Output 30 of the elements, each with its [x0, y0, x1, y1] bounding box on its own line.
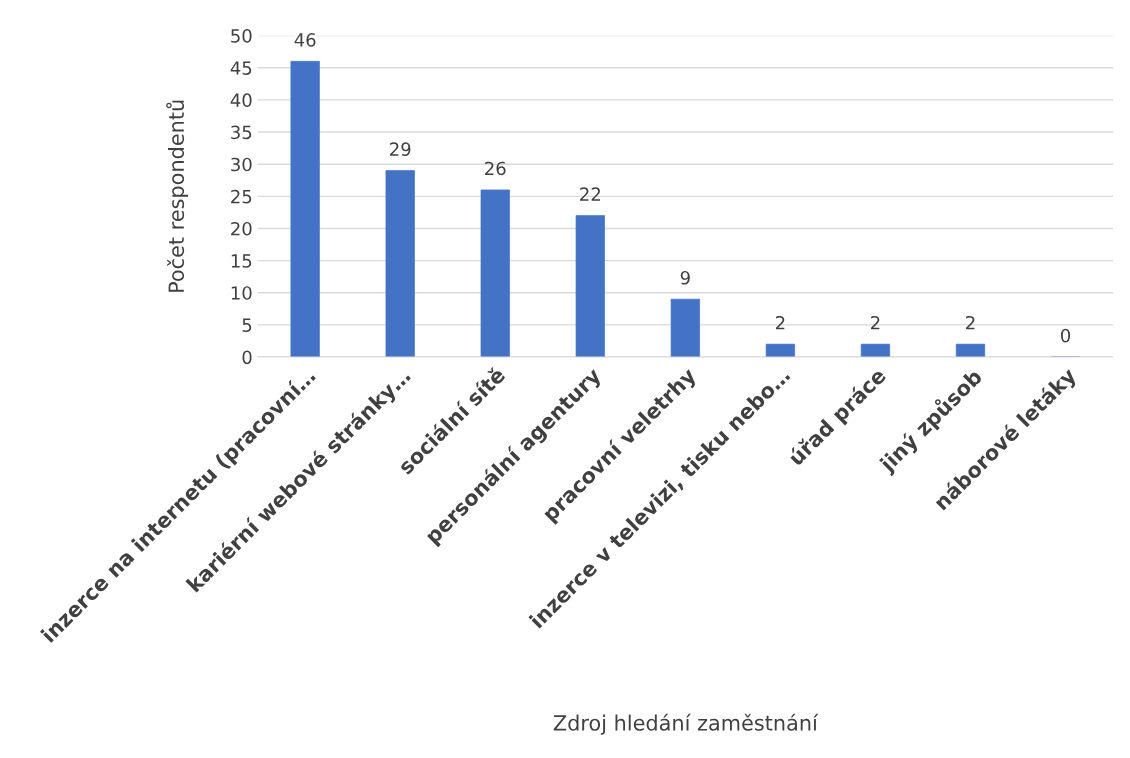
y-tick-label: 45: [230, 61, 252, 75]
data-label: 2: [966, 315, 975, 330]
y-tick-label: 25: [231, 189, 252, 204]
bar: [480, 189, 510, 358]
bar: [670, 298, 700, 358]
data-label: 29: [390, 142, 411, 156]
y-tick-label: 40: [230, 93, 252, 108]
bar: [385, 170, 415, 358]
y-tick-label: 50: [231, 29, 252, 43]
bar: [765, 343, 795, 358]
bar: [955, 343, 986, 358]
bar: [575, 215, 605, 358]
data-label: 0: [1060, 328, 1071, 343]
bar: [290, 60, 320, 358]
data-label: 22: [580, 187, 600, 201]
data-label: 2: [871, 315, 880, 330]
x-axis-title: Zdroj hledání zaměstnání: [553, 713, 819, 735]
bar: [860, 343, 891, 358]
y-tick-label: 35: [231, 125, 252, 140]
data-label: 9: [680, 270, 690, 285]
data-label: 46: [294, 33, 316, 47]
data-label: 2: [775, 315, 785, 330]
y-tick-label: 15: [231, 254, 252, 268]
y-tick-label: 20: [231, 221, 252, 236]
y-tick-label: 5: [242, 318, 252, 332]
y-tick-label: 0: [242, 350, 252, 365]
y-tick-label: 10: [231, 286, 252, 300]
y-axis-title: Počet respondentů: [166, 100, 189, 292]
data-label: 26: [485, 161, 506, 176]
y-tick-label: 30: [231, 157, 252, 172]
